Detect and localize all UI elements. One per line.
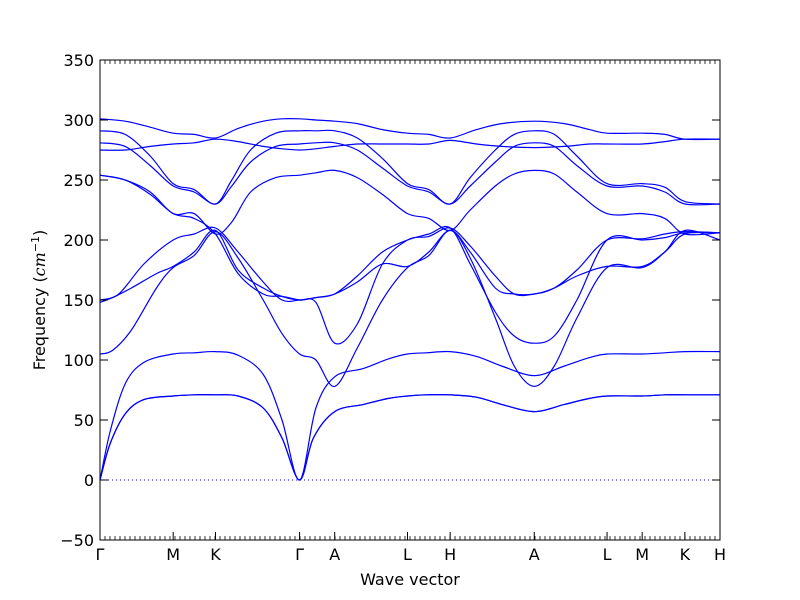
phonon-branch-4 — [99, 229, 721, 388]
phonon-branch-6 — [99, 225, 721, 344]
x-tick-label: Γ — [96, 545, 105, 564]
y-axis-title-close: ) — [30, 230, 49, 236]
y-axis-title-text: Frequency ( — [30, 276, 49, 370]
phonon-branch-10 — [99, 129, 721, 205]
phonon-branch-8 — [99, 169, 721, 236]
y-tick-label: 0 — [84, 471, 94, 490]
plot-frame — [99, 59, 721, 541]
y-tick-label: 150 — [63, 291, 94, 310]
x-tick-label: L — [603, 545, 612, 564]
x-tick-label: Γ — [295, 545, 304, 564]
phonon-branch-12 — [99, 117, 721, 141]
phonon-branch-1 — [99, 393, 720, 481]
x-tick-label: H — [444, 545, 456, 564]
x-tick-label: K — [210, 545, 221, 564]
phonon-branch-3 — [99, 350, 721, 481]
y-tick-label: 50 — [74, 411, 94, 430]
y-tick-label: −50 — [60, 531, 94, 550]
y-axis-title-unit: cm — [30, 252, 49, 276]
y-tick-label: 250 — [63, 171, 94, 190]
x-axis-title: Wave vector — [360, 570, 460, 589]
x-tick-label: K — [680, 545, 691, 564]
x-tick-label: H — [714, 545, 726, 564]
x-tick-label: M — [166, 545, 180, 564]
x-tick-label: M — [635, 545, 649, 564]
y-tick-label: 300 — [63, 111, 94, 130]
y-tick-label: 100 — [63, 351, 94, 370]
phonon-branch-2 — [99, 393, 720, 481]
y-tick-label: 350 — [63, 51, 94, 70]
phonon-branch-9 — [99, 141, 721, 206]
x-tick-label: L — [403, 545, 412, 564]
phonon-branch-11 — [99, 138, 721, 151]
y-tick-label: 200 — [63, 231, 94, 250]
axes-layer: −50 0 50 100 150 200 250 300 350 Γ M K Γ A L H A L M K H — [60, 51, 726, 564]
y-axis-title-exponent: −1 — [29, 236, 42, 252]
phonon-branch-7 — [99, 174, 721, 345]
y-axis-title: Frequency (cm−1) — [29, 230, 50, 371]
x-tick-label: A — [329, 545, 340, 564]
x-tick-label: A — [529, 545, 540, 564]
series-layer — [99, 117, 721, 481]
